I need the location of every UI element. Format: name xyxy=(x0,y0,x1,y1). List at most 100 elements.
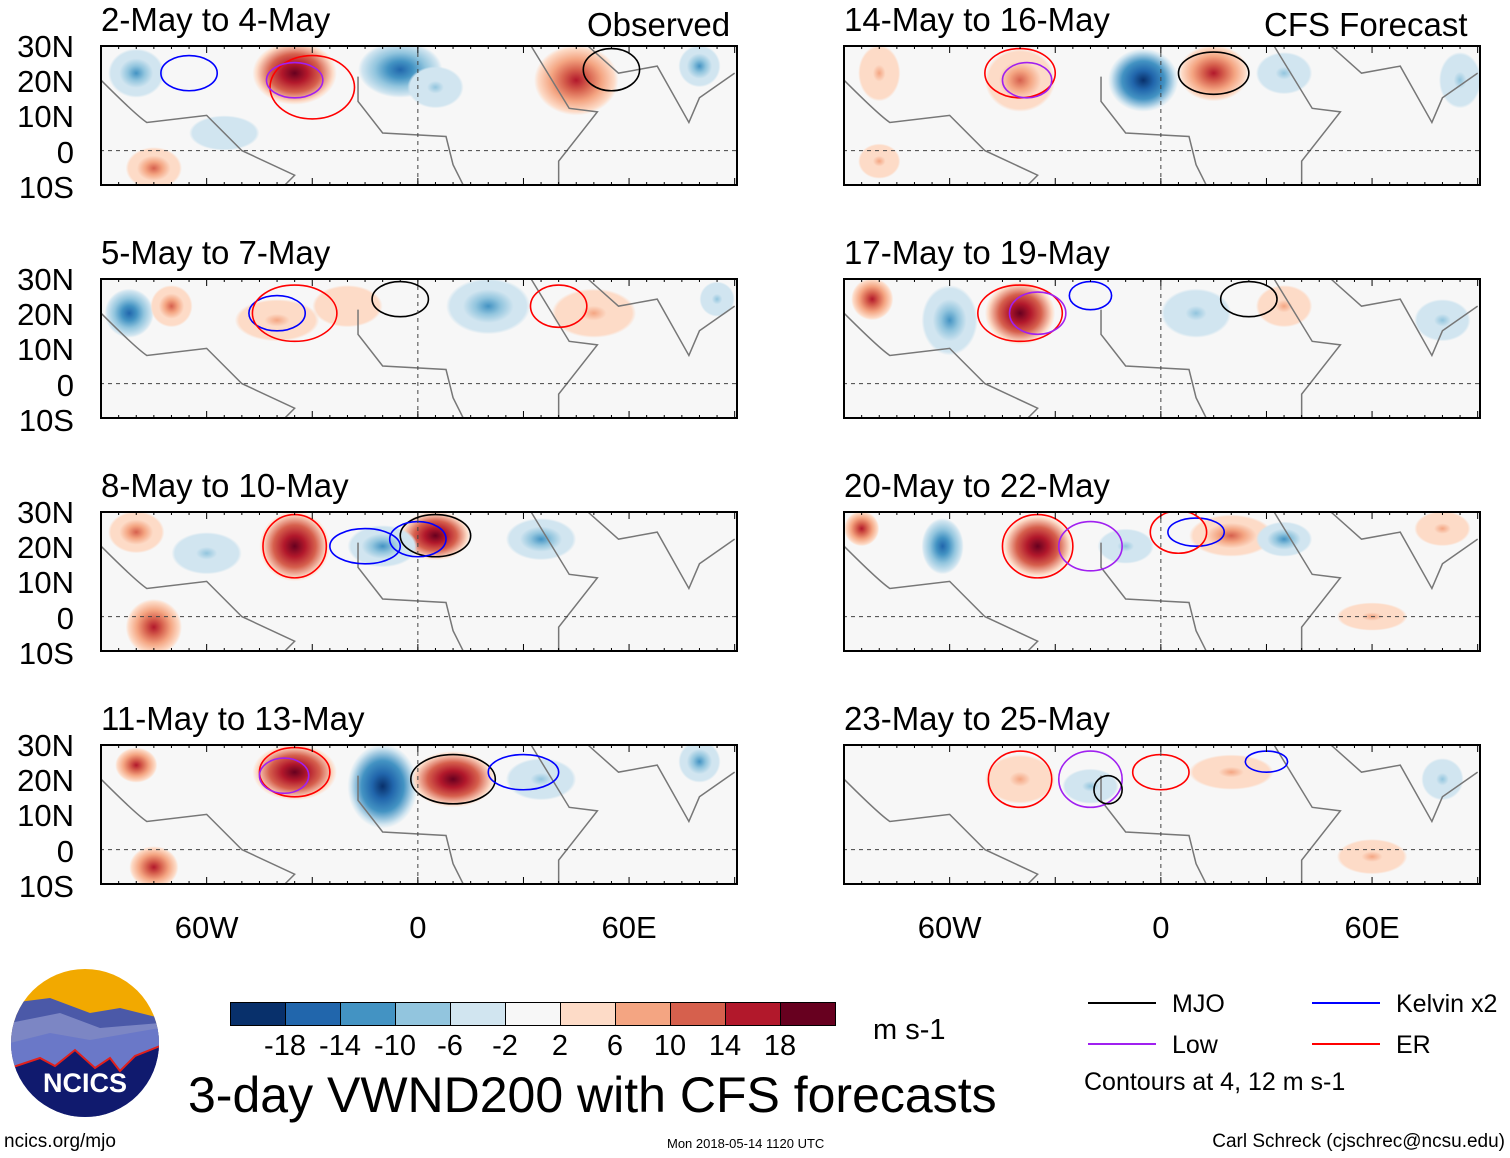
anomaly-region xyxy=(678,740,721,783)
panel-frame xyxy=(100,744,738,885)
coastline xyxy=(843,778,1039,886)
anomaly-region xyxy=(921,518,964,575)
wave-contour xyxy=(1177,51,1250,96)
anomaly-region xyxy=(1160,288,1232,338)
anomaly-region xyxy=(851,278,894,321)
wave-contour xyxy=(977,284,1064,343)
y-tick-label: 20N xyxy=(17,297,74,333)
wave-contour xyxy=(160,54,219,92)
wave-contour xyxy=(529,284,588,329)
colorbar-swatch xyxy=(285,1002,341,1026)
anomaly-region xyxy=(312,285,383,328)
anomaly-region xyxy=(984,48,1056,112)
anomaly-region xyxy=(1421,758,1464,801)
colorbar-units: m s-1 xyxy=(873,1014,946,1046)
anomaly-region xyxy=(1414,299,1471,342)
y-tick-label: 10N xyxy=(17,798,74,834)
anomaly-region xyxy=(1108,48,1179,112)
wave-contour xyxy=(987,750,1053,809)
anomaly-region xyxy=(1255,521,1313,557)
anomaly-region xyxy=(858,143,901,179)
anomaly-region xyxy=(407,66,464,109)
x-tick-label: 60W xyxy=(174,910,239,945)
anomaly-region xyxy=(1438,52,1482,109)
coastline xyxy=(100,312,296,420)
anomaly-region xyxy=(129,846,179,889)
anomaly-region xyxy=(844,511,880,547)
colorbar-swatch xyxy=(560,1002,616,1026)
coastline xyxy=(843,79,1039,187)
anomaly-region xyxy=(108,511,165,554)
coastline xyxy=(100,79,296,187)
colorbar-label: 10 xyxy=(653,1030,687,1062)
anomaly-region xyxy=(234,299,320,342)
anomaly-region xyxy=(108,48,165,98)
anomaly-region xyxy=(125,147,183,190)
map-panel xyxy=(100,277,738,420)
colorbar-label: 18 xyxy=(763,1030,797,1062)
panel-frame xyxy=(843,45,1481,186)
anomaly-region xyxy=(858,45,901,102)
map-panel xyxy=(100,41,738,190)
wave-contour xyxy=(1008,291,1067,336)
anomaly-region xyxy=(125,599,183,656)
colorbar-label: -14 xyxy=(319,1030,361,1062)
y-tick-label: 10S xyxy=(18,635,74,671)
anomaly-region xyxy=(115,747,158,783)
footer-timestamp: Mon 2018-05-14 1120 UTC xyxy=(667,1136,825,1151)
colorbar-swatch xyxy=(340,1002,396,1026)
y-tick-label: 10N xyxy=(17,565,74,601)
map-panel xyxy=(100,740,738,889)
y-tick-label: 0 xyxy=(56,367,74,403)
legend-line xyxy=(1088,1002,1156,1004)
colorbar-swatch xyxy=(395,1002,451,1026)
anomaly-region xyxy=(1097,528,1154,564)
map-panel xyxy=(100,510,738,656)
wave-contour xyxy=(1057,750,1123,809)
anomaly-region xyxy=(505,758,577,801)
colorbar-label: -6 xyxy=(437,1030,463,1062)
anomaly-region xyxy=(400,511,471,561)
anomaly-region xyxy=(551,288,637,338)
panel-frame xyxy=(100,511,738,652)
anomaly-region xyxy=(984,754,1056,804)
anomaly-region xyxy=(104,288,154,338)
anomaly-region xyxy=(1336,839,1408,875)
wave-contour xyxy=(251,284,338,343)
panel-title: 17-May to 19-May xyxy=(844,234,1110,271)
legend-line xyxy=(1088,1043,1156,1045)
anomaly-region xyxy=(347,744,418,829)
anomaly-region xyxy=(1255,285,1313,328)
svg-text:NCICS: NCICS xyxy=(43,1068,127,1098)
coastline xyxy=(843,312,1039,420)
wave-contour xyxy=(1001,61,1053,99)
anomaly-region xyxy=(1414,511,1471,547)
anomaly-region xyxy=(252,41,337,105)
map-panel xyxy=(843,743,1481,886)
wave-contour xyxy=(410,753,497,805)
anomaly-region xyxy=(678,45,721,88)
anomaly-region xyxy=(1178,45,1249,102)
colorbar-swatch xyxy=(615,1002,671,1026)
forecast-label: CFS Forecast xyxy=(1264,6,1468,43)
figure-title: 3-day VWND200 with CFS forecasts xyxy=(188,1067,997,1123)
panel-frame xyxy=(100,278,738,419)
footer-url[interactable]: ncics.org/mjo xyxy=(4,1131,116,1152)
observed-label: Observed xyxy=(587,6,731,43)
colorbar-swatch xyxy=(670,1002,726,1026)
colorbar-label: -10 xyxy=(374,1030,416,1062)
anomaly-region xyxy=(410,751,496,808)
y-tick-label: 20N xyxy=(17,763,74,799)
y-tick-label: 30N xyxy=(17,29,74,64)
panel-frame xyxy=(100,45,738,186)
colorbar-swatch xyxy=(230,1002,286,1026)
legend-label: MJO xyxy=(1172,990,1225,1018)
coastline xyxy=(100,778,296,886)
wave-contour xyxy=(269,54,356,120)
panel-title: 8-May to 10-May xyxy=(101,467,349,504)
wave-contour xyxy=(1057,520,1123,572)
legend-line xyxy=(1312,1002,1380,1004)
colorbar-label: -18 xyxy=(264,1030,306,1062)
colorbar-swatch xyxy=(725,1002,781,1026)
